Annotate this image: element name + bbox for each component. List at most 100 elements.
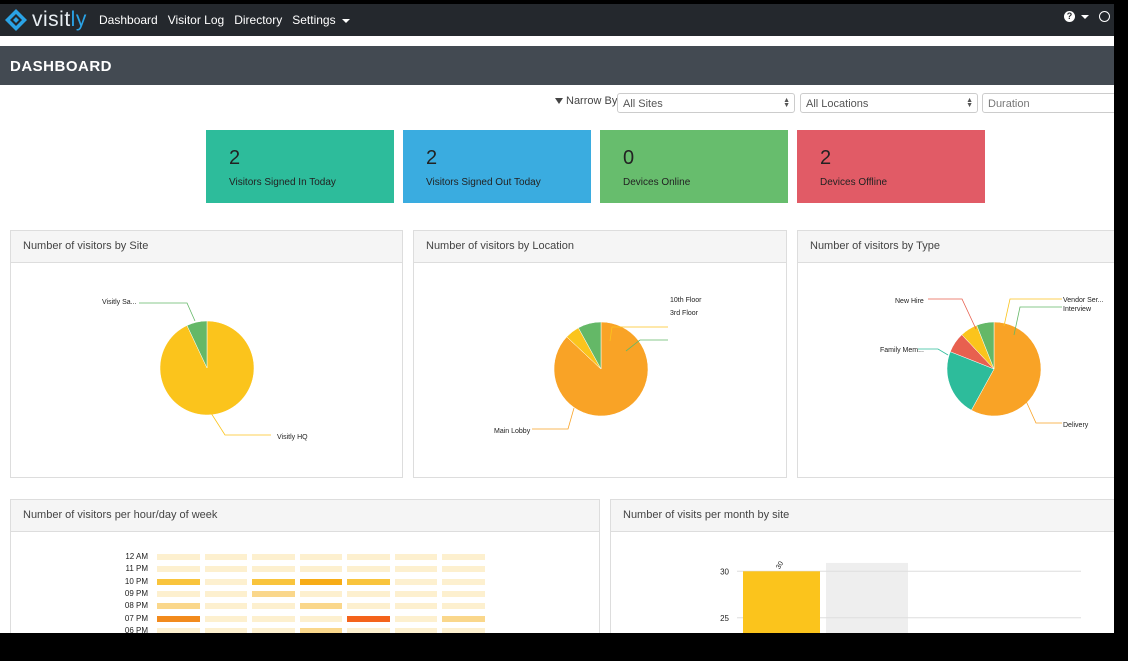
stat-value: 2: [426, 147, 438, 169]
heatmap-cell[interactable]: [299, 554, 342, 560]
heatmap-cell[interactable]: [157, 615, 200, 622]
nav-dashboard[interactable]: Dashboard: [99, 13, 158, 27]
pie-label: Interview: [1063, 306, 1092, 313]
pie-label: Vendor Ser...: [1063, 297, 1104, 304]
stat-card-devices-online[interactable]: 0 Devices Online: [600, 130, 788, 203]
heatmap-cell[interactable]: [347, 578, 390, 585]
heatmap-cell[interactable]: [442, 554, 485, 560]
heatmap-cell[interactable]: [204, 578, 247, 585]
narrow-by-label: Narrow By: [555, 95, 617, 107]
panel-title: Number of visitors by Type: [798, 231, 1114, 263]
heatmap-cell[interactable]: [299, 615, 342, 622]
heatmap-cell[interactable]: [442, 590, 485, 597]
site-select[interactable]: All Sites ▲ ▼: [617, 93, 795, 113]
heatmap-cell[interactable]: [394, 578, 437, 585]
bar[interactable]: [743, 571, 820, 633]
pie-leader-line: [928, 298, 977, 330]
heatmap-cell[interactable]: [299, 603, 342, 610]
panel-visitors-heatmap: Number of visitors per hour/day of week …: [10, 499, 600, 633]
heatmap-cell[interactable]: [252, 578, 295, 585]
filter-icon: [555, 98, 563, 104]
nav-settings[interactable]: Settings: [292, 13, 350, 27]
heatmap-cell[interactable]: [157, 578, 200, 585]
pie-leader-line: [1025, 400, 1062, 424]
heatmap-cell[interactable]: [299, 566, 342, 573]
pie-label: Visitly Sa...: [102, 299, 137, 306]
stat-card-signed-out[interactable]: 2 Visitors Signed Out Today: [403, 130, 591, 203]
heatmap-cell[interactable]: [442, 603, 485, 610]
heatmap-cell[interactable]: [252, 603, 295, 610]
nav-directory[interactable]: Directory: [234, 13, 283, 27]
heatmap-cell[interactable]: [252, 566, 295, 573]
heatmap-cell[interactable]: [442, 627, 485, 633]
pie-slice[interactable]: [971, 321, 1042, 417]
page-header: DASHBOARD: [0, 46, 1114, 85]
heatmap-cell[interactable]: [204, 615, 247, 622]
duration-input[interactable]: Duration: [982, 93, 1114, 113]
type-pie-chart: [918, 298, 1062, 424]
heatmap-cell[interactable]: [394, 554, 437, 560]
heatmap-cell[interactable]: [442, 615, 485, 622]
heatmap-row-label: 06 PM: [124, 625, 148, 633]
heatmap-cell[interactable]: [442, 578, 485, 585]
pie-slice[interactable]: [186, 320, 208, 369]
heatmap-cell[interactable]: [299, 627, 342, 633]
panel-visitors-by-location: Number of visitors by Location 10th Floo…: [413, 230, 787, 478]
top-navbar: visitly Dashboard Visitor Log Directory …: [0, 4, 1114, 36]
heatmap-cell[interactable]: [204, 627, 247, 633]
location-select[interactable]: All Locations ▲ ▼: [800, 93, 978, 113]
nav-visitor-log[interactable]: Visitor Log: [167, 13, 225, 27]
stat-value: 2: [820, 147, 832, 169]
heatmap-cell[interactable]: [347, 627, 390, 633]
heatmap-cell[interactable]: [204, 590, 247, 597]
panel-visits-per-month: Number of visits per month by site 30 25 3…: [610, 499, 1114, 633]
heatmap-cell[interactable]: [157, 627, 200, 633]
panel-title: Number of visitors per hour/day of week: [11, 500, 599, 532]
pie-leader-line: [139, 302, 196, 322]
filter-bar: Narrow By All Sites ▲ ▼ All Locations ▲ ▼ …: [0, 93, 1114, 115]
heatmap-cell[interactable]: [157, 566, 200, 573]
pie-slice[interactable]: [578, 321, 602, 370]
heatmap-row-label: 11 PM: [125, 564, 148, 574]
heatmap-cell[interactable]: [299, 578, 342, 585]
pie-label: 3rd Floor: [670, 310, 699, 317]
heatmap-cell[interactable]: [347, 615, 390, 622]
logo[interactable]: visitly: [4, 8, 87, 32]
heatmap-cell[interactable]: [394, 590, 437, 597]
pie-slice[interactable]: [976, 321, 995, 370]
heatmap-cell[interactable]: [394, 627, 437, 633]
monthly-bar-chart: 30 25 30: [720, 560, 1081, 633]
heatmap-cell[interactable]: [347, 566, 390, 573]
heatmap-cell[interactable]: [252, 615, 295, 622]
heatmap-cell[interactable]: [204, 603, 247, 610]
pie-leader-line: [625, 339, 668, 352]
stat-card-signed-in[interactable]: 2 Visitors Signed In Today: [206, 130, 394, 203]
heatmap-cell[interactable]: [252, 627, 295, 633]
heatmap-cell[interactable]: [157, 554, 200, 560]
pie-slice[interactable]: [946, 351, 995, 411]
heatmap-cell[interactable]: [442, 566, 485, 573]
heatmap-cell[interactable]: [204, 566, 247, 573]
help-menu[interactable]: ?: [1064, 11, 1089, 22]
heatmap-cell[interactable]: [204, 554, 247, 560]
pie-label: Delivery: [1063, 422, 1089, 429]
heatmap-cell[interactable]: [347, 590, 390, 597]
stat-label: Devices Online: [623, 177, 691, 188]
heatmap-row-label: 12 AM: [125, 552, 148, 561]
pie-leader-line: [1003, 298, 1062, 327]
heatmap-cell[interactable]: [394, 615, 437, 622]
select-arrows-icon: ▲ ▼: [783, 97, 790, 109]
heatmap-cell[interactable]: [299, 590, 342, 597]
heatmap-cell[interactable]: [157, 603, 200, 610]
heatmap-cell[interactable]: [347, 603, 390, 610]
heatmap-cell[interactable]: [157, 590, 200, 597]
stat-card-devices-offline[interactable]: 2 Devices Offline: [797, 130, 985, 203]
heatmap-cell[interactable]: [252, 590, 295, 597]
heatmap-cell[interactable]: [394, 603, 437, 610]
user-circle-icon[interactable]: [1099, 11, 1110, 22]
bar-data-label: 30: [775, 560, 785, 570]
heatmap-cell[interactable]: [252, 554, 295, 560]
pie-leader-line: [532, 407, 575, 430]
heatmap-cell[interactable]: [347, 554, 390, 560]
heatmap-cell[interactable]: [394, 566, 437, 573]
